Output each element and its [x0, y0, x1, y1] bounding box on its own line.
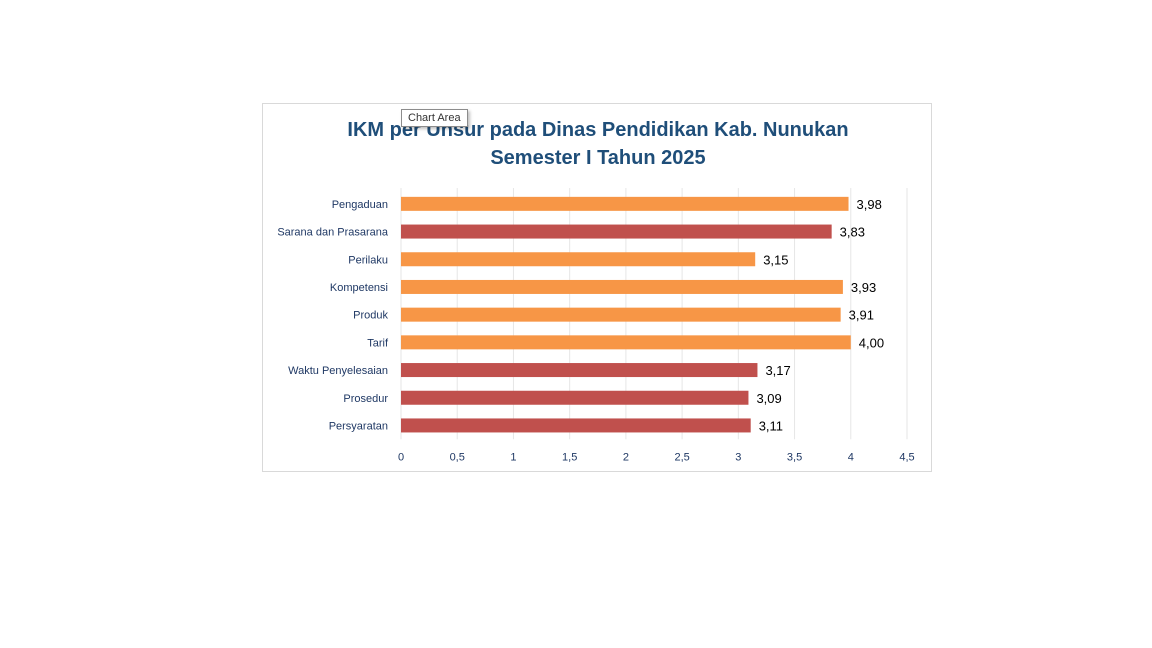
x-tick-label-2: 1 [510, 451, 516, 463]
bar-chart: Pengaduan 3,98 Sarana dan Prasarana 3,83 Per… [277, 188, 915, 463]
bar-3[interactable] [401, 279, 843, 294]
x-tick-label-5: 2,5 [674, 451, 689, 463]
data-label-2: 3,15 [763, 252, 788, 267]
chart-area[interactable]: IKM per Unsur pada Dinas Pendidikan Kab.… [262, 103, 932, 472]
chart-area-tooltip: Chart Area [401, 109, 468, 127]
bar-7[interactable] [401, 390, 749, 405]
x-tick-label-3: 1,5 [562, 451, 577, 463]
data-label-4: 3,91 [849, 308, 874, 323]
data-label-0: 3,98 [857, 197, 882, 212]
x-tick-label-1: 0,5 [450, 451, 465, 463]
bar-1[interactable] [401, 224, 832, 239]
data-label-3: 3,93 [851, 280, 876, 295]
category-label-7: Prosedur [343, 393, 388, 405]
data-label-8: 3,11 [759, 418, 783, 433]
chart-title-line-1: IKM per Unsur pada Dinas Pendidikan Kab.… [347, 119, 849, 141]
bar-0[interactable] [401, 196, 849, 211]
category-label-8: Persyaratan [329, 420, 388, 432]
x-tick-label-9: 4,5 [899, 451, 914, 463]
bar-6[interactable] [401, 363, 758, 378]
category-label-5: Tarif [367, 337, 389, 349]
data-label-6: 3,17 [765, 363, 790, 378]
category-label-3: Kompetensi [330, 282, 388, 294]
bar-5[interactable] [401, 335, 851, 350]
bar-2[interactable] [401, 252, 756, 267]
x-tick-label-6: 3 [735, 451, 741, 463]
x-tick-label-0: 0 [398, 451, 404, 463]
category-label-1: Sarana dan Prasarana [277, 227, 389, 239]
x-tick-label-8: 4 [848, 451, 854, 463]
category-label-4: Produk [353, 310, 388, 322]
chart-title-line-2: Semester I Tahun 2025 [490, 147, 706, 169]
data-label-5: 4,00 [859, 335, 884, 350]
bar-8[interactable] [401, 418, 751, 433]
x-tick-label-4: 2 [623, 451, 629, 463]
data-label-1: 3,83 [840, 225, 865, 240]
category-label-0: Pengaduan [332, 199, 388, 211]
bar-4[interactable] [401, 307, 841, 322]
data-label-7: 3,09 [756, 391, 781, 406]
x-tick-label-7: 3,5 [787, 451, 802, 463]
category-label-6: Waktu Penyelesaian [288, 365, 388, 377]
category-label-2: Perilaku [348, 254, 388, 266]
